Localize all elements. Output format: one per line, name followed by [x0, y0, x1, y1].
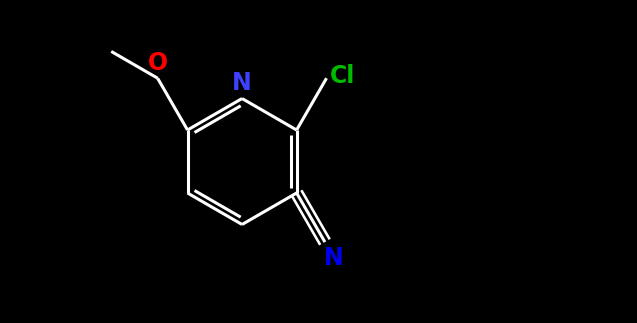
Text: O: O: [148, 51, 168, 75]
Text: N: N: [324, 246, 344, 270]
Text: N: N: [232, 70, 252, 95]
Text: Cl: Cl: [329, 64, 355, 88]
